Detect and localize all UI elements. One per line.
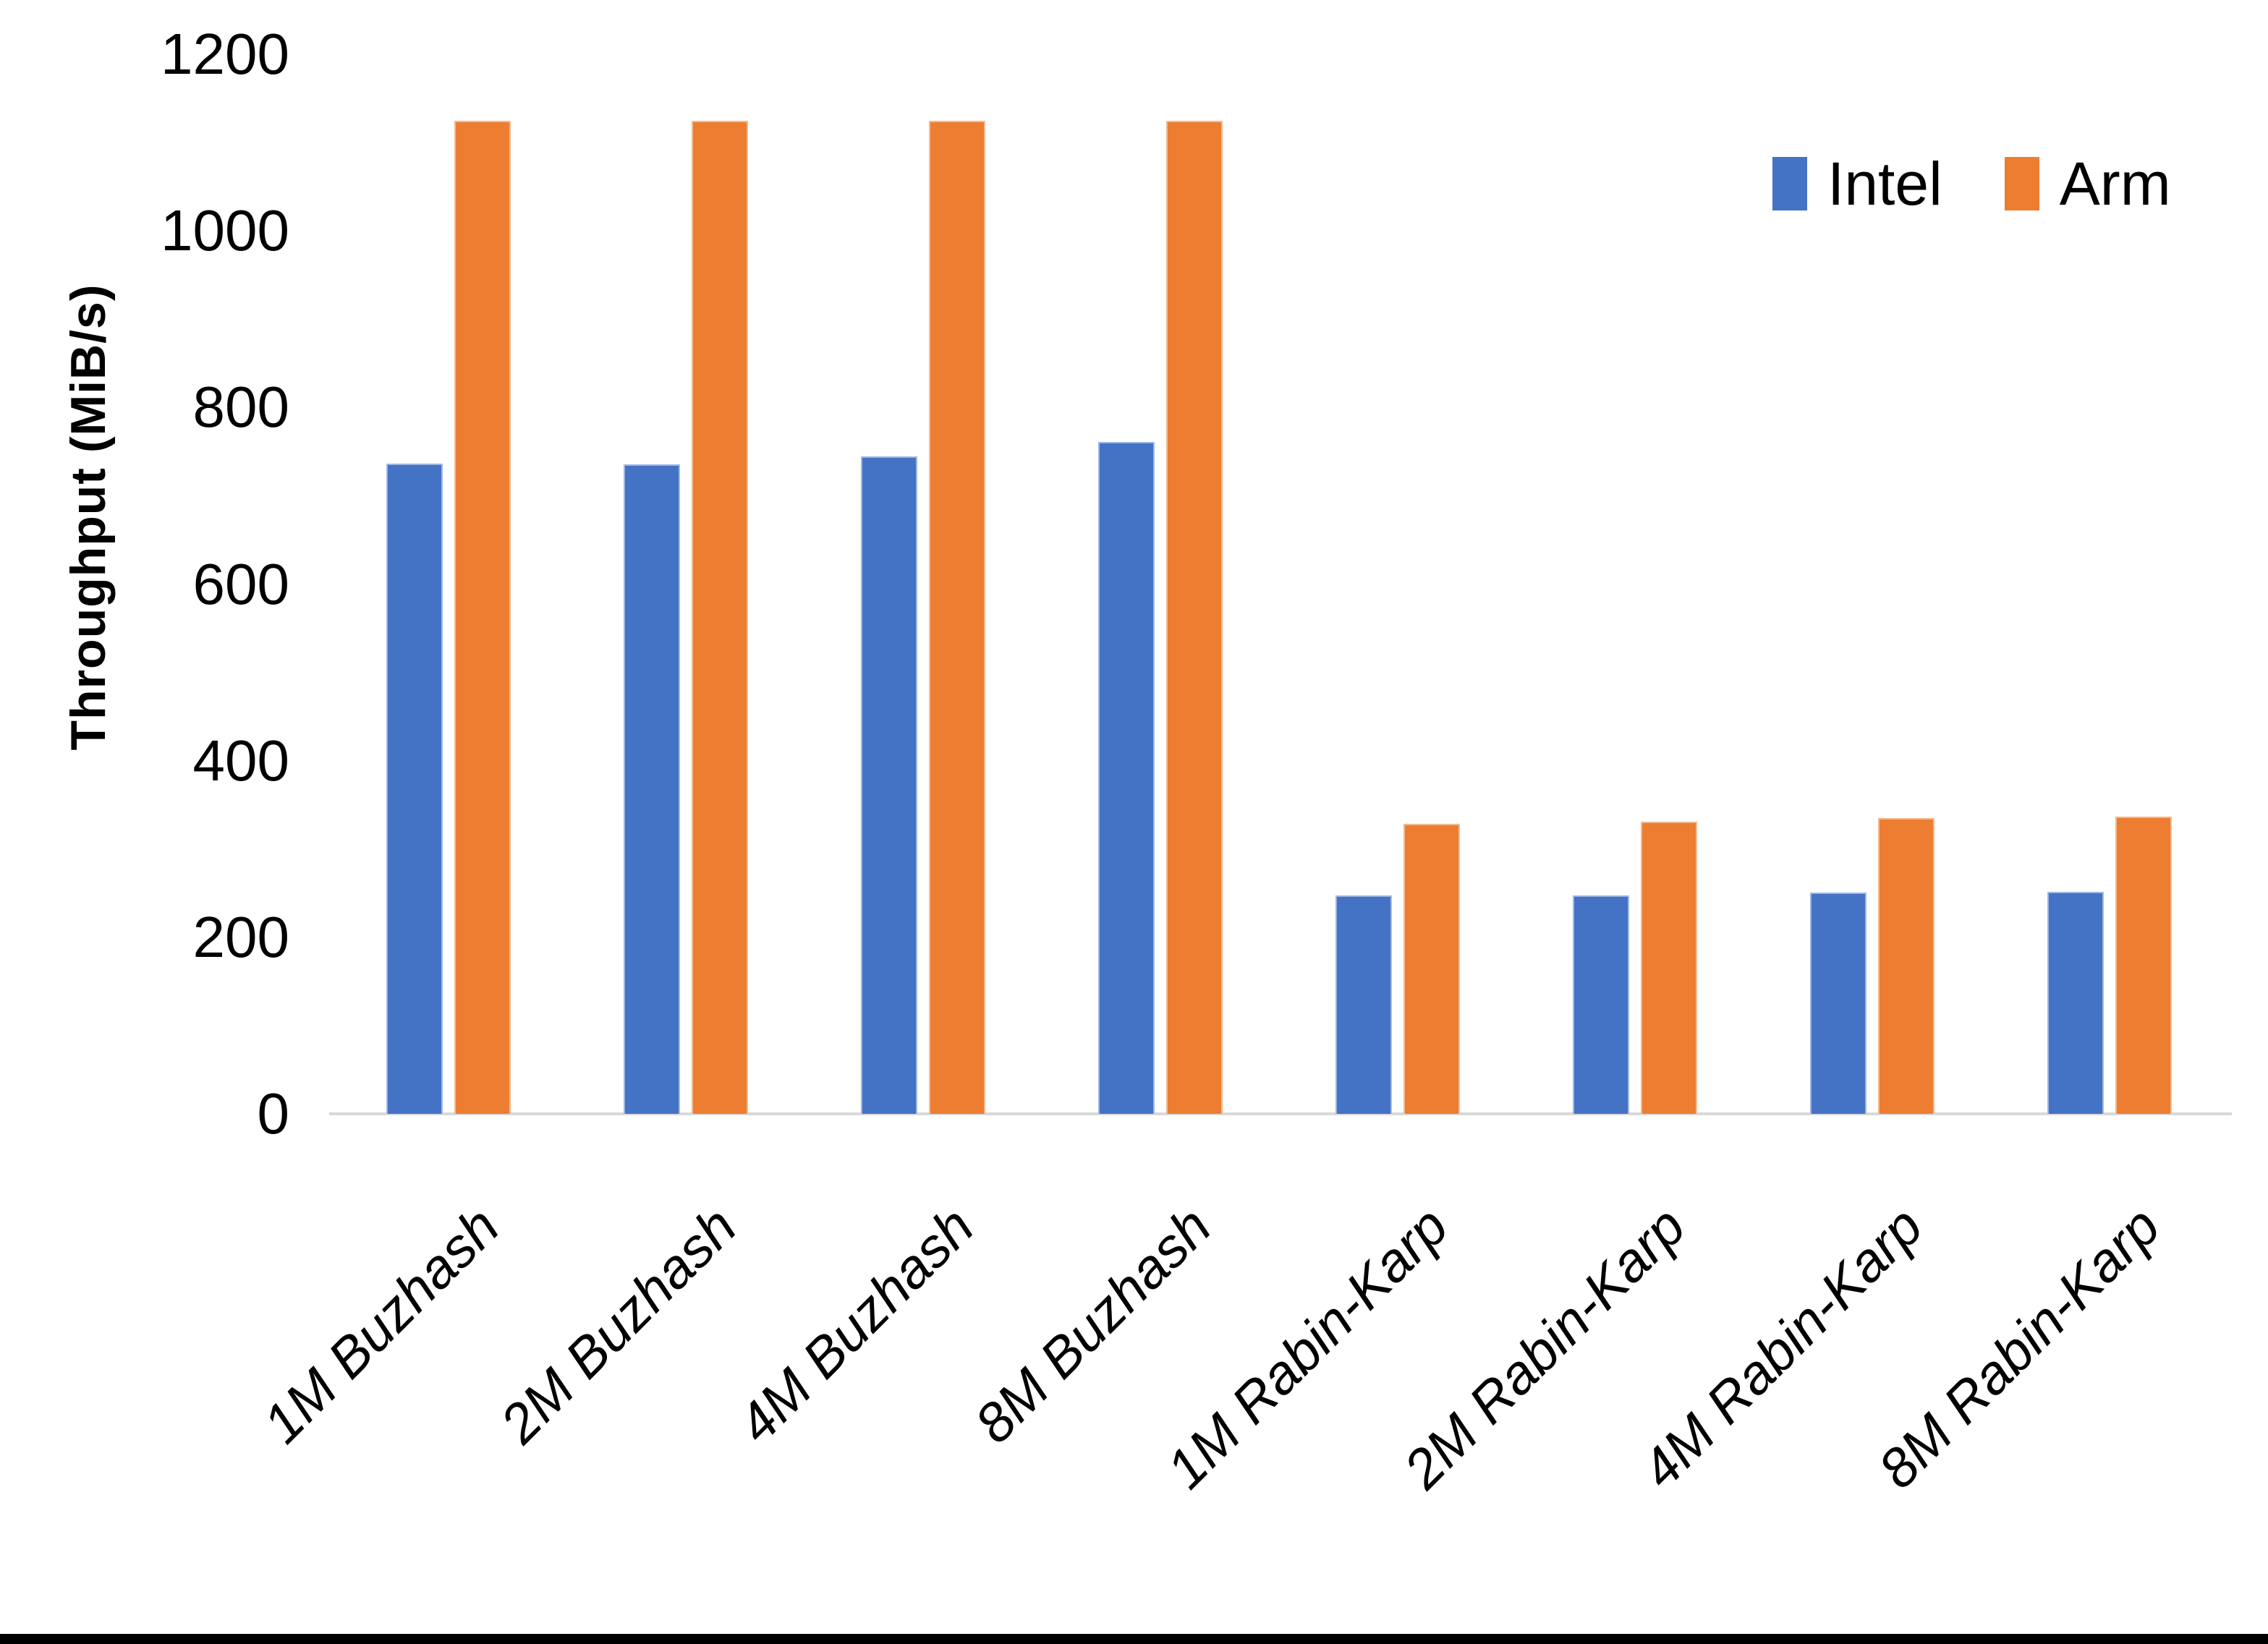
bar-intel-2m-buzhash [624,464,680,1114]
y-tick-label-1000: 1000 [161,198,289,263]
legend-item-intel[interactable]: Intel [1772,153,1942,214]
x-category-label-2m-buzhash: 2M Buzhash [488,1195,748,1455]
bar-arm-1m-buzhash [454,121,511,1114]
legend-item-arm[interactable]: Arm [2004,150,2171,218]
bar-arm-2m-rabin-karp [1641,822,1697,1114]
bar-intel-4m-buzhash [861,456,917,1114]
bar-intel-2m-rabin-karp [1573,895,1629,1114]
y-tick-label-600: 600 [192,551,289,616]
y-axis-title: Throughput (MiB/s) [61,284,116,751]
y-tick-label-800: 800 [192,375,289,440]
bar-intel-1m-buzhash [386,464,443,1114]
bar-arm-1m-rabin-karp [1403,824,1460,1114]
bar-arm-4m-rabin-karp [1878,818,1934,1114]
bar-intel-8m-rabin-karp [2047,892,2104,1114]
legend: Intel Arm [1772,153,2171,214]
y-tick-label-200: 200 [192,904,289,969]
bar-arm-4m-buzhash [929,121,985,1114]
x-axis-line [329,1112,2232,1115]
bar-arm-8m-buzhash [1166,121,1223,1114]
arm-series-label: Arm [2059,150,2171,218]
bar-arm-8m-rabin-karp [2115,817,2172,1114]
bar-intel-8m-buzhash [1098,442,1155,1114]
x-category-label-1m-buzhash: 1M Buzhash [251,1195,511,1455]
intel-series-swatch [1772,157,1807,210]
arm-series-swatch [2004,157,2039,210]
intel-series-label: Intel [1827,150,1942,218]
bar-intel-4m-rabin-karp [1810,893,1866,1114]
y-tick-label-400: 400 [192,728,289,793]
y-tick-label-0: 0 [257,1081,290,1146]
bar-arm-2m-buzhash [692,121,748,1114]
bottom-edge-line [0,1634,2268,1644]
y-tick-label-1200: 1200 [161,22,289,86]
x-category-label-4m-buzhash: 4M Buzhash [726,1195,985,1455]
x-category-label-8m-buzhash: 8M Buzhash [963,1195,1223,1455]
bar-intel-1m-rabin-karp [1335,895,1392,1114]
